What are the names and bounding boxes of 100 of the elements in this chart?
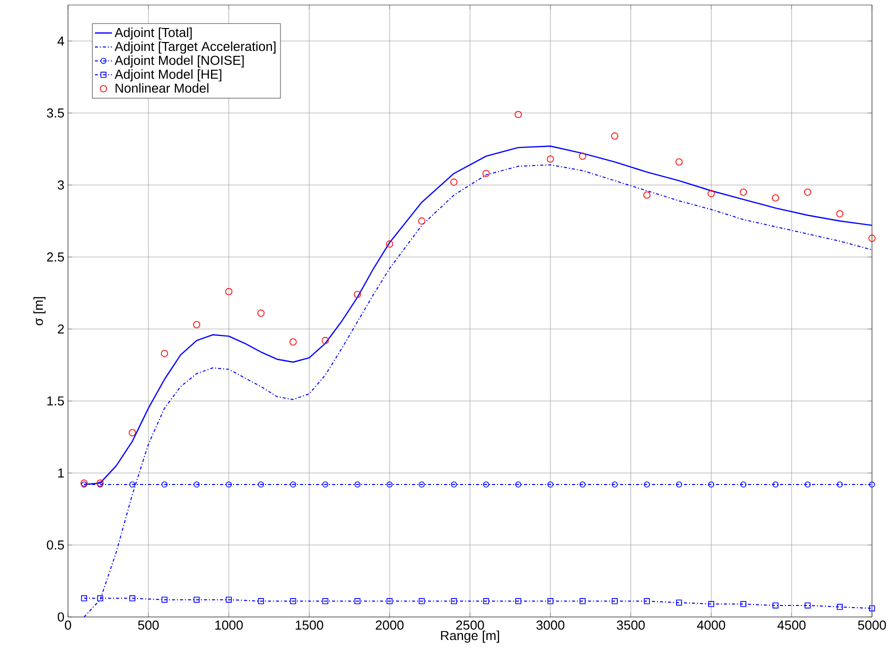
point <box>515 598 522 604</box>
point <box>450 598 457 604</box>
y-tick-label: 2.5 <box>47 252 64 262</box>
point <box>322 336 329 344</box>
point <box>257 310 265 317</box>
point <box>836 210 844 218</box>
point <box>225 288 232 296</box>
point <box>226 596 232 603</box>
legend-label: Adjoint Model [NOISE] <box>114 55 244 68</box>
y-tick-label: 3 <box>58 180 64 190</box>
point <box>580 482 586 488</box>
point <box>160 350 168 358</box>
point <box>740 482 746 488</box>
point <box>483 482 490 488</box>
legend-label: Adjoint [Target Acceleration] <box>114 41 276 54</box>
point <box>740 188 747 196</box>
point <box>546 155 554 163</box>
point <box>708 190 715 198</box>
point <box>386 598 393 604</box>
point <box>644 598 650 604</box>
point <box>611 132 618 140</box>
point <box>97 595 104 602</box>
point <box>482 170 490 178</box>
point <box>450 482 457 488</box>
point <box>804 188 812 196</box>
point <box>418 598 425 604</box>
point <box>354 290 362 298</box>
point <box>515 482 522 488</box>
point <box>194 482 200 488</box>
legend-label: Adjoint Model [HE] <box>114 69 222 82</box>
point <box>354 482 360 488</box>
x-tick-label: 1000 <box>215 620 243 630</box>
point <box>772 194 780 202</box>
point <box>290 338 297 346</box>
point <box>740 601 746 608</box>
point <box>386 240 394 248</box>
point <box>418 482 425 488</box>
y-tick-label: 0 <box>58 612 64 622</box>
point <box>868 234 876 242</box>
point <box>836 482 843 488</box>
point <box>772 482 779 488</box>
y-tick-label: 4 <box>58 36 64 46</box>
point <box>450 178 458 186</box>
point <box>161 596 168 603</box>
point <box>804 482 811 488</box>
point <box>386 482 393 488</box>
point <box>81 595 88 602</box>
y-tick-label: 3.5 <box>46 108 64 118</box>
point <box>772 602 779 608</box>
x-tick-label: 3000 <box>536 620 564 630</box>
point <box>868 482 875 488</box>
point <box>354 598 360 604</box>
point <box>612 482 618 488</box>
point <box>578 152 586 160</box>
y-tick-label: 1 <box>58 468 64 478</box>
point <box>547 482 554 488</box>
point <box>708 601 714 608</box>
point <box>128 429 136 436</box>
point <box>804 602 811 608</box>
point <box>290 482 296 488</box>
point <box>226 482 232 488</box>
x-tick-label: 5000 <box>858 620 886 630</box>
point <box>193 321 200 328</box>
point <box>483 598 490 604</box>
point <box>322 482 328 488</box>
x-tick-label: 500 <box>138 620 159 630</box>
point <box>322 598 328 604</box>
point <box>676 482 682 488</box>
x-tick-label: 2000 <box>376 620 404 630</box>
point <box>258 482 264 488</box>
point <box>675 158 683 166</box>
point <box>643 191 650 199</box>
legend-label: Adjoint [Total] <box>114 28 192 40</box>
x-tick-label: 4500 <box>777 620 806 630</box>
x-axis-title: Range [m] <box>441 630 500 643</box>
point <box>161 482 168 488</box>
point <box>644 482 650 488</box>
point <box>547 598 554 604</box>
x-tick-label: 0 <box>64 620 72 630</box>
point <box>836 604 843 610</box>
point <box>868 605 875 612</box>
point <box>514 110 522 118</box>
point <box>258 598 264 604</box>
y-tick-label: 2 <box>58 324 64 334</box>
y-tick-label: 0.5 <box>46 540 64 550</box>
point <box>129 482 136 488</box>
y-axis-title: σ [m] <box>33 297 46 326</box>
x-tick-label: 3500 <box>616 620 645 630</box>
point <box>612 598 618 604</box>
point <box>676 600 682 606</box>
x-tick-label: 2500 <box>456 620 484 630</box>
point <box>418 217 426 225</box>
point <box>290 598 296 604</box>
point <box>96 479 104 487</box>
point <box>129 595 136 602</box>
x-tick-label: 4000 <box>697 620 726 630</box>
point <box>708 482 714 488</box>
x-tick-label: 1500 <box>296 620 324 630</box>
point <box>194 596 200 603</box>
point <box>580 598 586 604</box>
